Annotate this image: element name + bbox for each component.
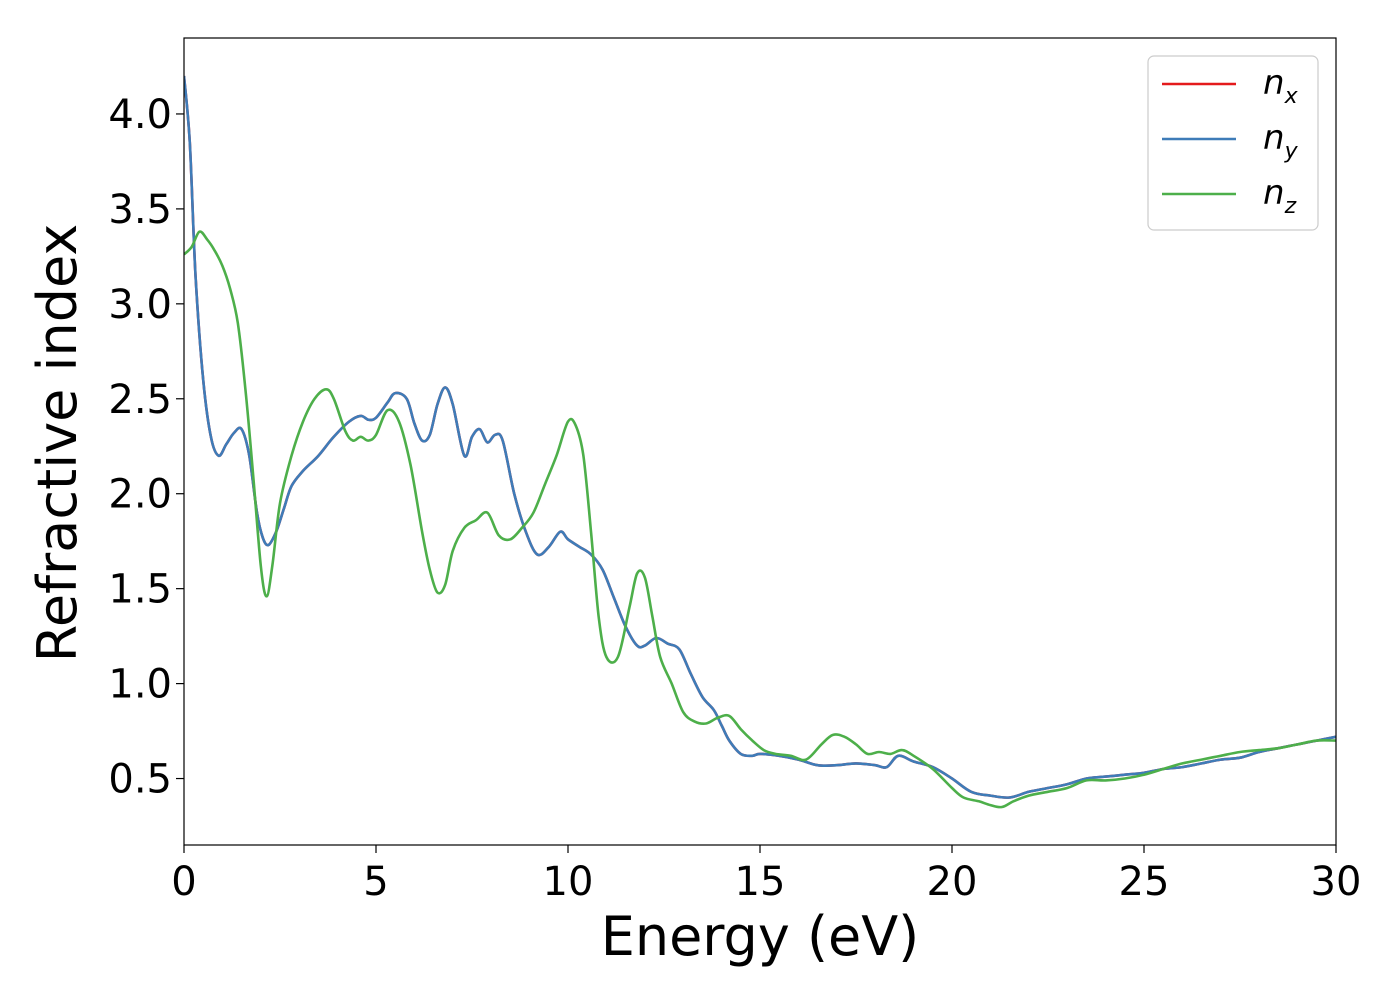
plot-area <box>184 75 1336 809</box>
legend: nx ny nz <box>1147 55 1319 231</box>
legend-label-nz: nz <box>1263 173 1297 219</box>
x-axis-label: Energy (eV) <box>601 905 920 968</box>
x-tick-label: 5 <box>363 859 388 905</box>
y-tick-label: 4.0 <box>108 92 172 138</box>
x-tick-label: 0 <box>171 859 196 905</box>
x-tick-label: 20 <box>927 859 978 905</box>
x-tick-label: 25 <box>1119 859 1170 905</box>
legend-box <box>1147 55 1319 231</box>
y-tick-label: 2.5 <box>108 377 172 423</box>
legend-label-nx: nx <box>1263 63 1299 109</box>
series-line-nz <box>184 230 1336 809</box>
x-tick-label: 10 <box>543 859 594 905</box>
y-tick-label: 0.5 <box>108 757 172 803</box>
y-tick-label: 1.0 <box>108 662 172 708</box>
legend-label-ny: ny <box>1263 118 1299 164</box>
y-tick-label: 1.5 <box>108 567 172 613</box>
series-line-ny <box>184 75 1336 799</box>
axes: 0 5 10 15 20 25 30 0.5 1.0 1.5 2.0 2.5 3.0 3.5 4.0 <box>108 37 1362 905</box>
x-tick-label: 15 <box>735 859 786 905</box>
y-tick-label: 3.5 <box>108 187 172 233</box>
y-tick-label: 3.0 <box>108 282 172 328</box>
x-tick-label: 30 <box>1311 859 1362 905</box>
y-axis-label: Refractive index <box>26 224 89 663</box>
y-tick-label: 2.0 <box>108 472 172 518</box>
